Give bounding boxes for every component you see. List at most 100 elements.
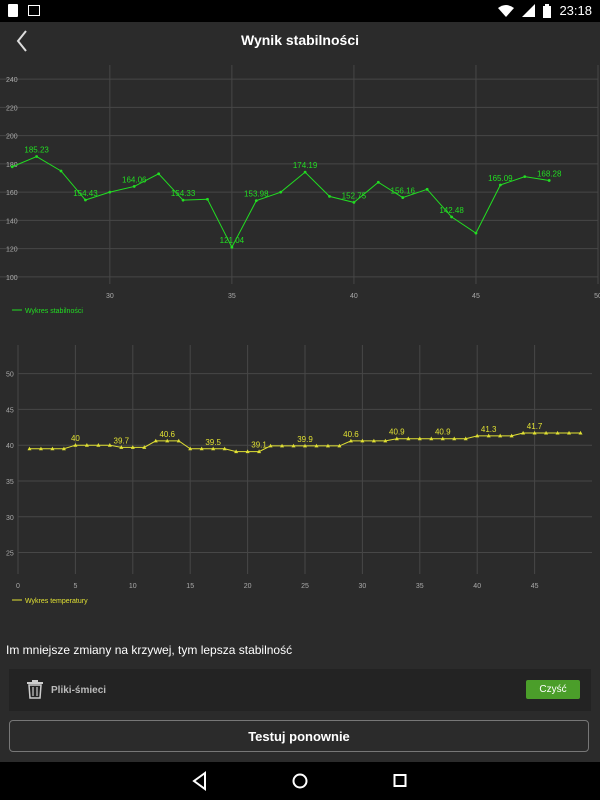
data-point [429,436,434,441]
data-label: 164.06 [122,175,147,184]
data-point [222,446,227,451]
data-point [142,445,147,449]
data-point [567,430,572,435]
notification-icon [8,4,18,17]
data-point [532,430,537,435]
data-point [452,436,457,441]
x-tick-label: 30 [106,293,114,300]
y-tick-label: 45 [6,407,14,414]
y-tick-label: 140 [6,218,18,225]
data-point [130,445,135,449]
data-label: 121.04 [220,236,245,245]
nav-home-button[interactable] [288,770,312,792]
retest-button[interactable]: Testuj ponownie [9,720,589,752]
y-tick-label: 25 [6,551,14,558]
recents-square-icon [393,774,407,787]
x-tick-label: 35 [228,293,236,300]
x-tick-label: 40 [473,583,481,590]
y-tick-label: 220 [6,105,18,112]
x-tick-label: 50 [594,293,600,300]
trash-icon [27,680,43,699]
data-point [450,215,453,219]
y-tick-label: 100 [6,275,18,282]
data-point [84,442,89,447]
image-icon [28,5,40,16]
junk-files-label: Pliki-śmieci [51,685,107,696]
nav-recents-button[interactable] [388,770,412,792]
signal-icon [522,4,536,17]
data-point [280,443,285,448]
data-point [425,187,429,191]
data-point [157,172,161,176]
data-point [394,436,399,441]
data-point [176,438,181,443]
data-point [181,198,185,202]
data-point [314,443,319,448]
nav-back-button[interactable] [188,770,212,792]
x-tick-label: 45 [472,293,480,300]
data-label: 40.6 [159,430,175,439]
page-title: Wynik stabilności [241,32,359,48]
stability-hint: Im mniejsze zmiany na krzywej, tym lepsz… [6,643,293,657]
legend-label: Wykres stabilności [25,308,83,315]
back-triangle-icon [192,771,206,791]
x-tick-label: 10 [129,583,137,590]
data-label: 174.19 [293,161,318,170]
data-point [474,231,478,235]
data-point [230,245,234,249]
data-point [291,443,296,448]
chevron-left-icon [16,30,27,52]
data-label: 40 [71,434,80,443]
data-label: 39.9 [297,435,313,444]
data-point [486,433,491,438]
data-point [406,436,411,441]
x-tick-label: 25 [301,583,309,590]
data-label: 142.48 [439,206,464,215]
data-point [509,433,514,438]
x-tick-label: 30 [359,583,367,590]
back-button[interactable] [10,26,40,56]
data-point [352,201,356,204]
data-point [383,438,388,443]
data-point [521,430,526,435]
data-point [153,438,158,443]
home-circle-icon [292,773,308,789]
data-point [38,446,43,451]
data-point [555,430,560,435]
data-point [337,443,342,448]
y-tick-label: 50 [6,372,14,379]
data-point [84,198,87,202]
data-point [401,196,405,199]
y-tick-label: 35 [6,479,14,486]
data-point [254,199,258,203]
x-tick-label: 5 [73,583,77,590]
data-point [206,197,209,201]
data-point [523,175,527,179]
data-label: 156.16 [391,187,416,196]
data-point [475,433,480,438]
data-label: 154.43 [73,189,98,198]
data-point [188,446,193,451]
navigation-bar [0,762,600,800]
data-label: 165.09 [488,174,513,183]
data-point [199,446,204,451]
clock: 23:18 [559,3,592,18]
data-point [547,179,551,182]
data-point [360,438,365,443]
data-point [59,169,63,173]
data-point [10,165,14,169]
data-label: 153.98 [244,190,269,199]
y-tick-label: 40 [6,443,14,450]
data-point [268,443,273,448]
data-label: 40.6 [343,430,359,439]
battery-icon [543,3,552,18]
junk-files-row: Pliki-śmieci Czyść [9,669,591,711]
data-point [73,442,78,447]
y-tick-label: 160 [6,190,18,197]
wifi-icon [498,4,515,17]
data-point [234,449,239,454]
data-point [96,442,101,447]
legend-label: Wykres temperatury [25,598,88,605]
clean-button[interactable]: Czyść [526,680,580,699]
data-point [303,443,307,448]
